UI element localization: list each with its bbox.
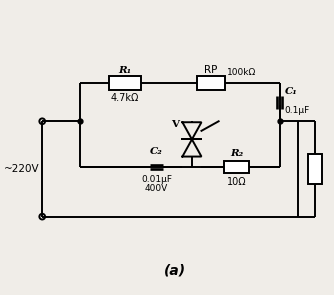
Text: V: V [171,120,179,129]
Text: 4.7kΩ: 4.7kΩ [111,93,139,103]
Text: 0.01μF: 0.01μF [141,175,172,184]
Bar [197,76,225,90]
Text: (a): (a) [164,264,186,278]
Text: 400V: 400V [145,184,168,193]
Text: 100kΩ: 100kΩ [227,68,257,77]
Text: C₁: C₁ [285,88,297,96]
Bar [224,161,249,173]
Bar [308,154,322,184]
Text: RP: RP [204,65,218,75]
Text: R₂: R₂ [230,148,243,158]
Text: R₁: R₁ [119,65,132,75]
Text: 0.1μF: 0.1μF [285,106,310,115]
Text: 10Ω: 10Ω [227,177,246,186]
Text: C₂: C₂ [150,147,163,155]
Bar [109,76,141,90]
Text: ~220V: ~220V [4,164,39,174]
